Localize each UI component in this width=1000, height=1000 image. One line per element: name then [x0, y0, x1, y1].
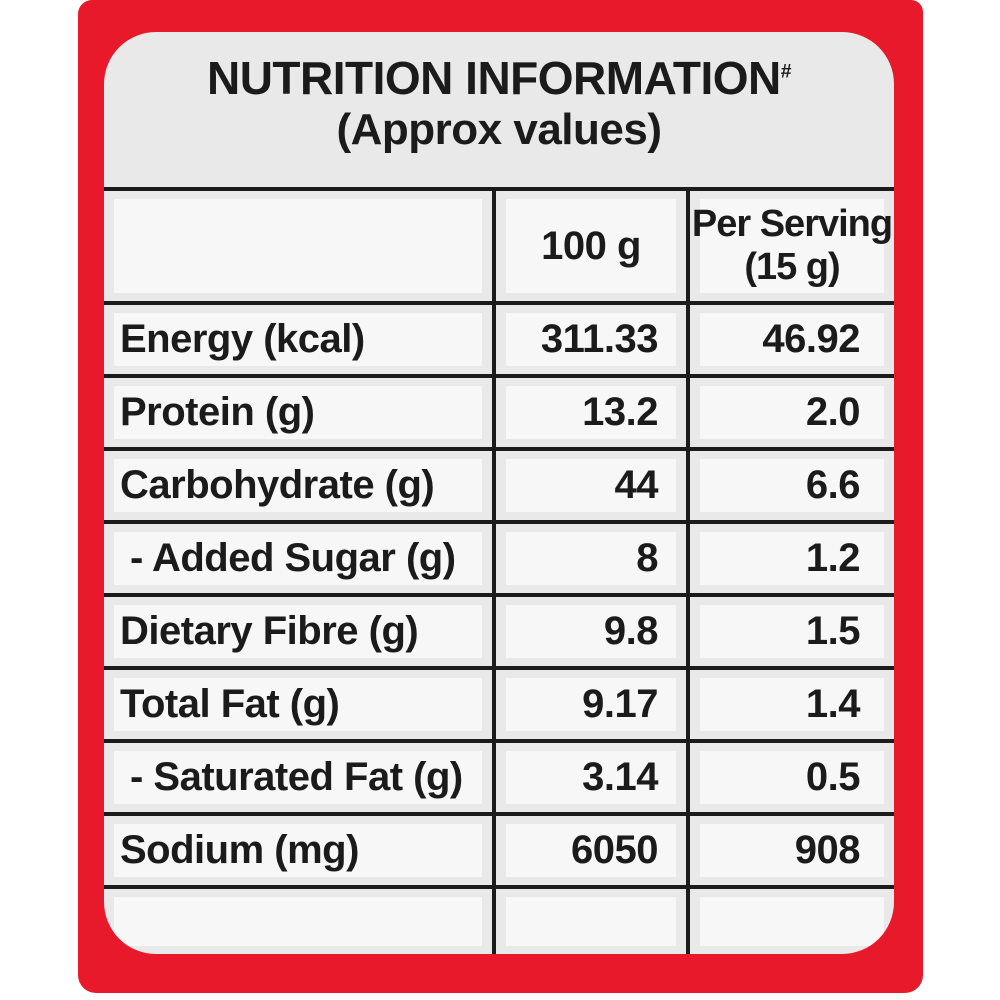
page-subtitle: (Approx values) — [336, 104, 662, 154]
value-per-100g-cell: 8 — [492, 524, 686, 593]
footnote-marker: # — [780, 61, 792, 83]
nutrient-label: Carbohydrate (g) — [120, 463, 435, 507]
value-per-serving: 1.5 — [805, 609, 861, 653]
header-per-serving: Per Serving (15 g) — [686, 191, 894, 301]
value-per-serving: 1.4 — [805, 682, 861, 726]
nutrient-label: - Added Sugar (g) — [130, 536, 456, 580]
value-per-serving-cell: 1.4 — [686, 670, 894, 739]
nutrient-label: Total Fat (g) — [120, 682, 340, 726]
value-per-serving: 908 — [794, 828, 861, 872]
nutrient-label-cell: Carbohydrate (g) — [104, 451, 492, 520]
value-per-serving-cell: 1.2 — [686, 524, 894, 593]
table-header-row: 100 g Per Serving (15 g) — [104, 187, 894, 301]
value-per-serving: 6.6 — [805, 463, 861, 507]
value-per-serving: 0.5 — [805, 755, 861, 799]
value-per-100g-cell: 44 — [492, 451, 686, 520]
value-per-100g: 9.17 — [582, 682, 658, 726]
table-footer-row — [104, 885, 894, 954]
value-per-serving-cell: 6.6 — [686, 451, 894, 520]
header-per-serving-label: Per Serving (15 g) — [691, 203, 893, 288]
nutrient-label: Sodium (mg) — [120, 828, 359, 872]
value-per-100g-cell: 9.17 — [492, 670, 686, 739]
value-per-100g: 44 — [614, 463, 659, 507]
table-row: Protein (g) 13.2 2.0 — [104, 374, 894, 447]
value-per-100g: 3.14 — [582, 755, 658, 799]
nutrient-label: Protein (g) — [120, 390, 315, 434]
value-per-serving-cell: 908 — [686, 816, 894, 885]
nutrient-label-cell: - Added Sugar (g) — [104, 524, 492, 593]
value-per-serving-cell: 1.5 — [686, 597, 894, 666]
value-per-serving-cell: 46.92 — [686, 305, 894, 374]
nutrient-label: - Saturated Fat (g) — [130, 755, 463, 799]
table-row: Total Fat (g) 9.17 1.4 — [104, 666, 894, 739]
nutrient-label: Energy (kcal) — [120, 317, 365, 361]
value-per-100g: 6050 — [571, 828, 658, 872]
page-title: NUTRITION INFORMATION# — [104, 52, 894, 104]
table-row: Energy (kcal) 311.33 46.92 — [104, 301, 894, 374]
value-per-100g: 311.33 — [540, 317, 659, 361]
value-per-serving-cell: 2.0 — [686, 378, 894, 447]
table-row: - Saturated Fat (g) 3.14 0.5 — [104, 739, 894, 812]
table-row: Sodium (mg) 6050 908 — [104, 812, 894, 885]
value-per-100g: 13.2 — [582, 390, 658, 434]
value-per-100g-cell: 13.2 — [492, 378, 686, 447]
nutrition-table: 100 g Per Serving (15 g) Energy (kcal) 31… — [104, 187, 894, 954]
nutrient-label-cell: - Saturated Fat (g) — [104, 743, 492, 812]
value-per-100g-cell: 311.33 — [492, 305, 686, 374]
per-serving-line2: (15 g) — [744, 246, 840, 288]
value-per-serving: 1.2 — [805, 536, 861, 580]
value-per-100g-cell: 9.8 — [492, 597, 686, 666]
nutrient-label-cell: Total Fat (g) — [104, 670, 492, 739]
table-row: Dietary Fibre (g) 9.8 1.5 — [104, 593, 894, 666]
value-per-100g: 9.8 — [603, 609, 659, 653]
header-nutrient-column — [104, 191, 492, 301]
footer-blank-cell-3 — [686, 889, 894, 954]
nutrient-label: Dietary Fibre (g) — [120, 609, 419, 653]
value-per-100g-cell: 6050 — [492, 816, 686, 885]
footer-blank-cell-2 — [492, 889, 686, 954]
table-row: - Added Sugar (g) 8 1.2 — [104, 520, 894, 593]
nutrient-label-cell: Dietary Fibre (g) — [104, 597, 492, 666]
header-per-100g: 100 g — [492, 191, 686, 301]
nutrient-label-cell: Energy (kcal) — [104, 305, 492, 374]
nutrient-label-cell: Sodium (mg) — [104, 816, 492, 885]
value-per-serving-cell: 0.5 — [686, 743, 894, 812]
value-per-100g: 8 — [636, 536, 658, 580]
title-text: NUTRITION INFORMATION — [206, 52, 781, 104]
per-serving-line1: Per Serving — [691, 203, 893, 246]
panel-header: NUTRITION INFORMATION# (Approx values) — [104, 32, 894, 153]
table-row: Carbohydrate (g) 44 6.6 — [104, 447, 894, 520]
package-background: NUTRITION INFORMATION# (Approx values) 1… — [78, 0, 923, 993]
value-per-serving: 46.92 — [762, 317, 860, 361]
nutrient-label-cell: Protein (g) — [104, 378, 492, 447]
nutrition-panel: NUTRITION INFORMATION# (Approx values) 1… — [104, 32, 894, 954]
header-per-100g-label: 100 g — [541, 223, 641, 268]
value-per-serving: 2.0 — [805, 390, 861, 434]
footer-blank-cell-1 — [104, 889, 492, 954]
value-per-100g-cell: 3.14 — [492, 743, 686, 812]
